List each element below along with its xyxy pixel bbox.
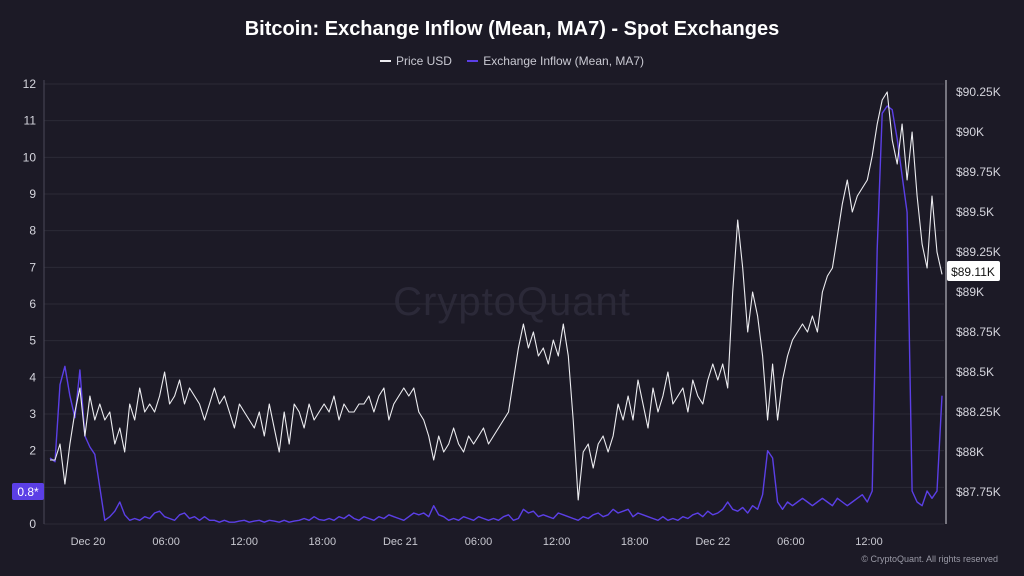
current-inflow-label-bg: [12, 483, 44, 500]
current-inflow-label: 0.8*: [12, 483, 44, 500]
left-tick-3: 3: [29, 407, 36, 421]
left-tick-11: 11: [24, 114, 37, 128]
x-tick-6: 12:00: [543, 536, 571, 548]
right-tick-$88.5K: $88.5K: [956, 365, 994, 379]
current-price-label-text: $89.11K: [951, 265, 995, 279]
right-tick-$88.75K: $88.75K: [956, 325, 1001, 339]
right-tick-$89.5K: $89.5K: [956, 205, 994, 219]
left-tick-10: 10: [23, 150, 37, 164]
x-tick-7: 18:00: [621, 536, 649, 548]
series-price-usd: [50, 91, 943, 501]
x-tick-5: 06:00: [465, 536, 493, 548]
right-tick-$89.75K: $89.75K: [956, 165, 1001, 179]
left-tick-2: 2: [29, 444, 36, 458]
x-tick-4: Dec 21: [383, 536, 418, 548]
x-tick-10: 12:00: [855, 536, 883, 548]
right-tick-$87.75K: $87.75K: [956, 485, 1001, 499]
right-tick-$90.25K: $90.25K: [956, 85, 1001, 99]
chart-title: Bitcoin: Exchange Inflow (Mean, MA7) - S…: [244, 18, 780, 40]
right-tick-$90K: $90K: [956, 125, 984, 139]
current-price-label-bg: [947, 261, 1000, 281]
right-axis-ticks: $87.75K $88K $88.25K $88.5K $88.75K $89K $89.2…: [956, 85, 1001, 499]
line-price-usd: [50, 91, 943, 501]
left-tick-0: 0: [29, 517, 36, 531]
line-exchange-inflow: [49, 105, 943, 523]
legend-item-price[interactable]: Price USD: [379, 54, 452, 68]
x-tick-0: Dec 20: [71, 536, 106, 548]
left-tick-8: 8: [29, 224, 36, 238]
left-tick-12: 12: [23, 77, 37, 91]
x-tick-3: 18:00: [309, 536, 337, 548]
x-tick-8: Dec 22: [695, 536, 730, 548]
right-tick-$89.25K: $89.25K: [956, 245, 1001, 259]
legend-label-inflow: Exchange Inflow (Mean, MA7): [483, 54, 645, 68]
copyright-notice: © CryptoQuant. All rights reserved: [861, 554, 998, 564]
series-exchange-inflow: [49, 105, 943, 523]
x-axis-ticks: Dec 20 06:00 12:00 18:00 Dec 21 06:00 12:00 18:…: [71, 536, 883, 548]
left-tick-6: 6: [29, 297, 36, 311]
legend-swatch-inflow: [467, 60, 479, 62]
left-tick-7: 7: [29, 260, 36, 274]
x-tick-9: 06:00: [777, 536, 805, 548]
right-tick-$89K: $89K: [956, 285, 984, 299]
left-tick-4: 4: [29, 370, 36, 384]
grid-lines: [44, 83, 944, 525]
chart-legend: Price USD Exchange Inflow (Mean, MA7): [0, 51, 1024, 68]
legend-item-inflow[interactable]: Exchange Inflow (Mean, MA7): [467, 54, 644, 68]
x-tick-1: 06:00: [152, 536, 180, 548]
right-tick-$88.25K: $88.25K: [956, 405, 1001, 419]
legend-swatch-price: [379, 60, 391, 62]
left-axis-ticks: 0123456789101112: [23, 77, 37, 531]
current-price-label: $89.11K: [947, 261, 1000, 281]
right-tick-$88K: $88K: [956, 445, 984, 459]
left-tick-5: 5: [29, 334, 36, 348]
watermark: CryptoQuant: [393, 280, 631, 324]
left-tick-9: 9: [29, 187, 36, 201]
current-inflow-label-text: 0.8*: [17, 485, 39, 499]
legend-label-price: Price USD: [395, 54, 452, 68]
x-tick-2: 12:00: [230, 536, 258, 548]
